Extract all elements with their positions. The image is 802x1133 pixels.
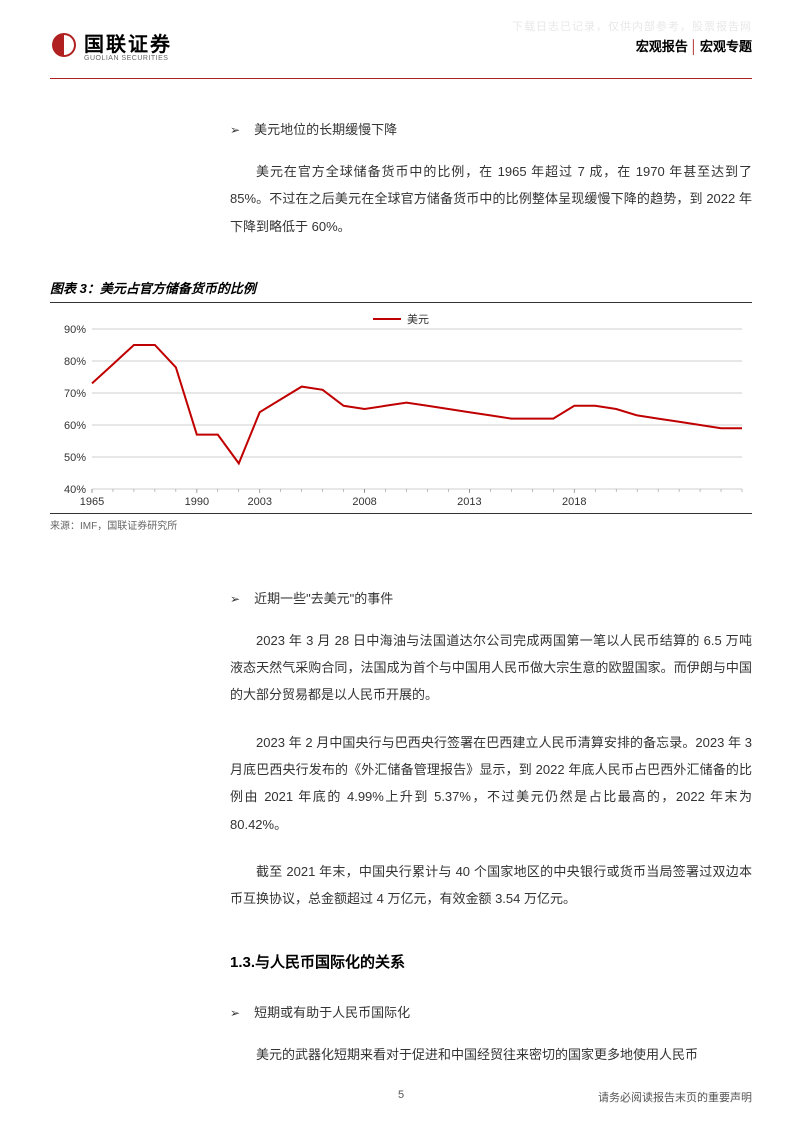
svg-text:90%: 90% — [64, 324, 86, 336]
svg-text:60%: 60% — [64, 420, 86, 432]
chart-legend: 美元 — [373, 311, 429, 327]
watermark-text: 下载日志已记录，仅供内部参考，股票报告网 — [512, 18, 752, 34]
bullet-text: 美元地位的长期缓慢下降 — [254, 122, 397, 137]
chart-usd-reserve-share: 美元 40% 50% 60% 70% 80% 90% 1965 1990 2003 2008 201… — [50, 311, 752, 511]
para-dollar-decline: 美元在官方全球储备货币中的比例，在 1965 年超过 7 成，在 1970 年甚… — [230, 158, 752, 240]
svg-text:2003: 2003 — [247, 496, 271, 508]
bullet-text: 短期或有助于人民币国际化 — [254, 1005, 410, 1020]
chart-svg: 40% 50% 60% 70% 80% 90% 1965 1990 2003 2008 2013 20… — [50, 311, 752, 511]
bullet-rmb-short-term: ➢ 短期或有助于人民币国际化 — [230, 1002, 752, 1021]
header-category: 宏观报告│宏观专题 — [636, 36, 752, 55]
page-header: 国联证券 GUOLIAN SECURITIES 宏观报告│宏观专题 — [0, 0, 802, 72]
arrow-icon: ➢ — [230, 123, 240, 137]
page-footer: 5 请务必阅读报告末页的重要声明 — [50, 1089, 752, 1105]
chart-title-row: 图表 3：美元占官方储备货币的比例 — [50, 278, 752, 303]
bullet-dedollar-events: ➢ 近期一些"去美元"的事件 — [230, 588, 752, 607]
legend-label: 美元 — [407, 311, 429, 327]
svg-text:2018: 2018 — [562, 496, 586, 508]
svg-text:50%: 50% — [64, 452, 86, 464]
para-event-3: 截至 2021 年末，中国央行累计与 40 个国家地区的中央银行或货币当局签署过… — [230, 858, 752, 913]
svg-text:1990: 1990 — [185, 496, 209, 508]
bullet-text: 近期一些"去美元"的事件 — [254, 591, 393, 606]
svg-text:2008: 2008 — [352, 496, 376, 508]
bullet-dollar-decline: ➢ 美元地位的长期缓慢下降 — [230, 119, 752, 138]
para-event-1: 2023 年 3 月 28 日中海油与法国道达尔公司完成两国第一笔以人民币结算的… — [230, 627, 752, 709]
para-event-2: 2023 年 2 月中国央行与巴西央行签署在巴西建立人民币清算安排的备忘录。20… — [230, 729, 752, 838]
logo-icon — [50, 31, 78, 59]
page-content: ➢ 美元地位的长期缓慢下降 美元在官方全球储备货币中的比例，在 1965 年超过 … — [0, 119, 802, 1068]
section-heading-rmb: 1.3.与人民币国际化的关系 — [230, 951, 752, 972]
svg-text:80%: 80% — [64, 356, 86, 368]
arrow-icon: ➢ — [230, 592, 240, 606]
separator-icon: │ — [690, 39, 698, 54]
logo-text-en: GUOLIAN SECURITIES — [84, 55, 172, 62]
logo-text-zh: 国联证券 — [84, 28, 172, 57]
para-rmb-short-term: 美元的武器化短期来看对于促进和中国经贸往来密切的国家更多地使用人民币 — [230, 1041, 752, 1068]
svg-text:1965: 1965 — [80, 496, 104, 508]
chart-source: 来源：IMF，国联证券研究所 — [50, 513, 752, 532]
footer-note: 请务必阅读报告末页的重要声明 — [598, 1089, 752, 1105]
header-rule — [50, 78, 752, 79]
legend-swatch — [373, 318, 401, 320]
svg-text:2013: 2013 — [457, 496, 481, 508]
brand-logo: 国联证券 GUOLIAN SECURITIES — [50, 28, 172, 62]
svg-text:40%: 40% — [64, 484, 86, 496]
page-number: 5 — [398, 1089, 404, 1101]
header-cat-b: 宏观专题 — [700, 39, 752, 54]
svg-text:70%: 70% — [64, 388, 86, 400]
header-cat-a: 宏观报告 — [636, 39, 688, 54]
arrow-icon: ➢ — [230, 1006, 240, 1020]
chart-title: 图表 3：美元占官方储备货币的比例 — [50, 281, 256, 296]
